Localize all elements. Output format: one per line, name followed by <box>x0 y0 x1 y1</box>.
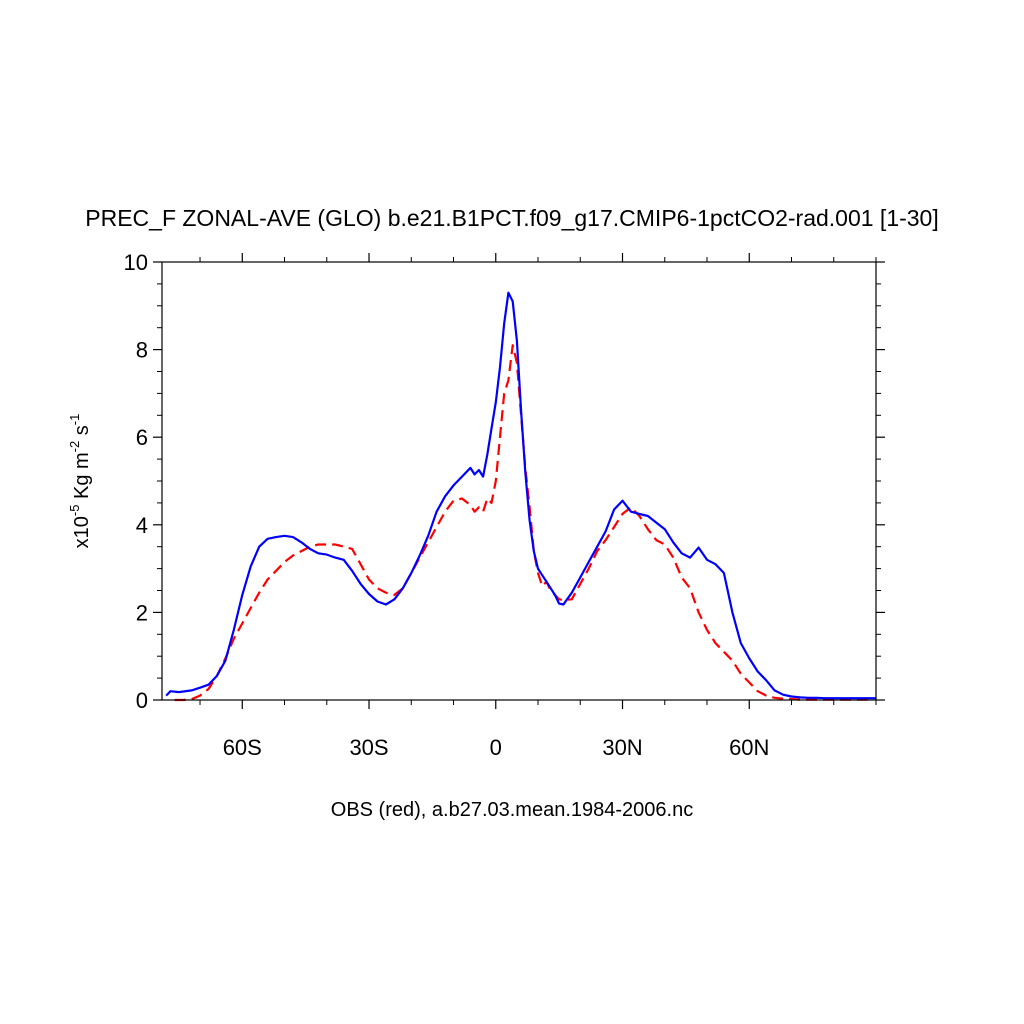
x-tick-label: 30N <box>602 735 642 760</box>
y-tick-label: 8 <box>136 338 148 363</box>
y-tick-label: 4 <box>136 513 148 538</box>
x-axis-label: OBS (red), a.b27.03.mean.1984-2006.nc <box>331 799 693 821</box>
x-tick-label: 60N <box>729 735 769 760</box>
plot-frame <box>161 261 877 701</box>
y-tick-label: 0 <box>136 688 148 713</box>
series-line-0 <box>165 291 876 700</box>
x-tick-label: 60S <box>223 735 262 760</box>
x-tick-label: 30S <box>349 735 388 760</box>
y-tick-label: 2 <box>136 600 148 625</box>
y-axis-label: x10-5 Kg m-2 s-1 <box>67 414 93 549</box>
y-tick-label: 6 <box>136 425 148 450</box>
x-tick-label: 0 <box>490 735 502 760</box>
y-tick-label: 10 <box>124 250 148 275</box>
axes: 0 2 4 6 8 10 60S 30S 0 30N 60N <box>124 250 885 760</box>
chart-title: PREC_F ZONAL-AVE (GLO) b.e21.B1PCT.f09_g… <box>85 205 939 231</box>
plot-area <box>165 291 876 702</box>
